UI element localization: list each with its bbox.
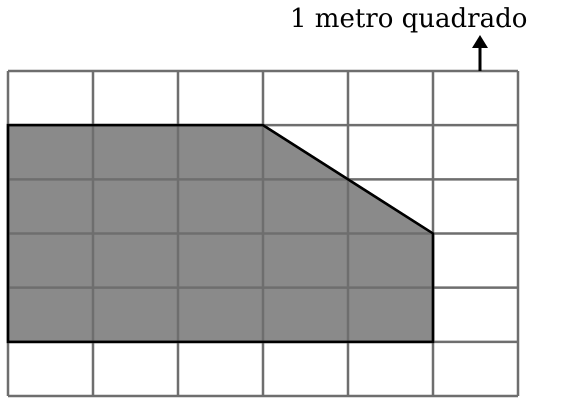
unit-label: 1 metro quadrado bbox=[290, 4, 527, 34]
shaded-region-outline bbox=[6, 123, 435, 344]
arrow-up-icon bbox=[472, 35, 488, 71]
grid-lines bbox=[6, 69, 520, 398]
